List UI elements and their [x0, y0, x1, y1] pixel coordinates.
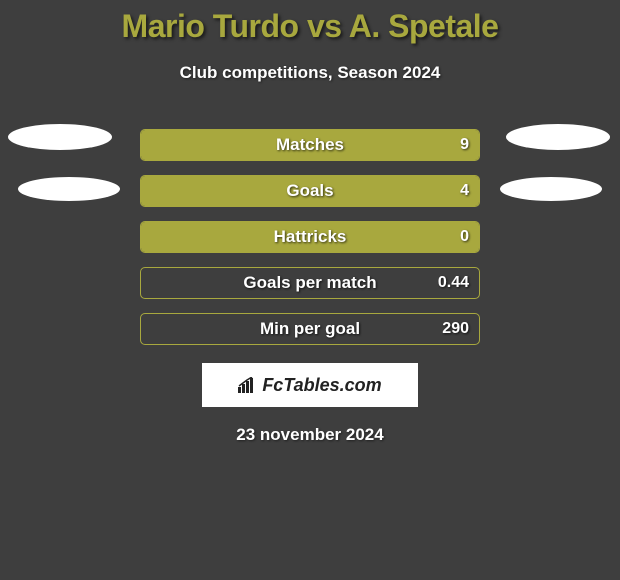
stat-bar-hattricks: Hattricks 0 [140, 221, 480, 253]
stat-label: Hattricks [274, 227, 347, 247]
stats-bars: Matches 9 Goals 4 Hattricks 0 Goals per … [0, 129, 620, 345]
stat-bar-matches: Matches 9 [140, 129, 480, 161]
stat-row: Hattricks 0 [0, 221, 620, 253]
stat-value: 290 [442, 320, 469, 338]
stat-bar-goals: Goals 4 [140, 175, 480, 207]
stat-label: Matches [276, 135, 344, 155]
date-label: 23 november 2024 [0, 425, 620, 445]
subtitle: Club competitions, Season 2024 [0, 63, 620, 83]
stat-row: Matches 9 [0, 129, 620, 161]
logo-text: FcTables.com [262, 375, 381, 396]
chart-icon [238, 377, 258, 393]
stat-value: 9 [460, 136, 469, 154]
stat-value: 4 [460, 182, 469, 200]
stats-comparison-card: Mario Turdo vs A. Spetale Club competiti… [0, 0, 620, 580]
stat-bar-min-per-goal: Min per goal 290 [140, 313, 480, 345]
logo-box: FcTables.com [202, 363, 418, 407]
stat-row: Goals 4 [0, 175, 620, 207]
page-title: Mario Turdo vs A. Spetale [0, 8, 620, 45]
stat-row: Min per goal 290 [0, 313, 620, 345]
stat-row: Goals per match 0.44 [0, 267, 620, 299]
stat-value: 0 [460, 228, 469, 246]
stat-label: Goals [286, 181, 333, 201]
stat-value: 0.44 [438, 274, 469, 292]
logo: FcTables.com [238, 375, 381, 396]
stat-label: Goals per match [243, 273, 376, 293]
stat-bar-goals-per-match: Goals per match 0.44 [140, 267, 480, 299]
stat-label: Min per goal [260, 319, 360, 339]
